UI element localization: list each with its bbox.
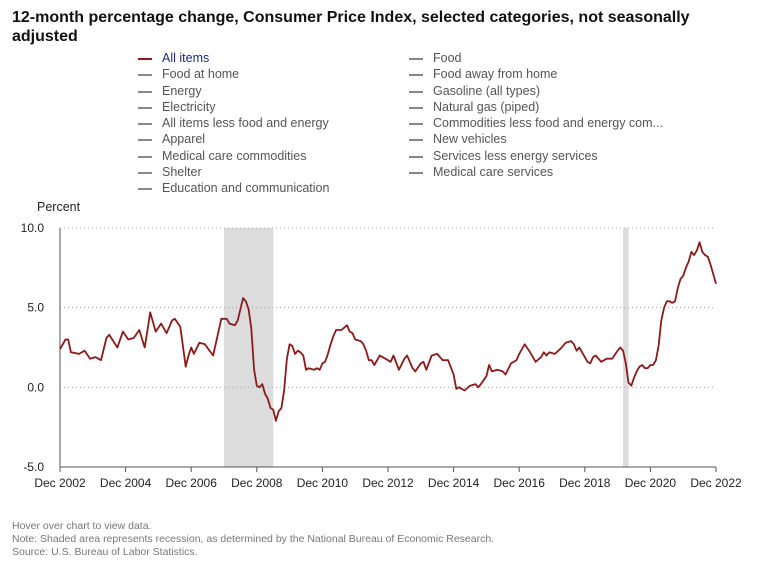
legend-swatch [138, 155, 152, 158]
x-tick-label: Dec 2010 [297, 476, 349, 490]
legend-swatch [138, 139, 152, 142]
x-tick-label: Dec 2008 [231, 476, 283, 490]
legend-swatch [409, 155, 423, 158]
x-tick-label: Dec 2004 [100, 476, 152, 490]
legend-swatch [409, 171, 423, 174]
recession-band [623, 228, 629, 467]
legend-label: All items [162, 51, 210, 65]
legend-label: Food away from home [433, 67, 558, 82]
legend-swatch [409, 123, 423, 125]
x-tick-label: Dec 2020 [625, 476, 677, 490]
legend-label: Food [433, 51, 462, 65]
legend-swatch [138, 74, 152, 77]
legend-label: Shelter [162, 164, 202, 179]
chart-plot[interactable]: 10.0 5.0 0.0 -5.0 Dec 2002 Dec 2004 Dec 2006 De… [0, 0, 760, 510]
x-tick-label: Dec 2018 [559, 476, 611, 490]
x-tick-label: Dec 2002 [34, 476, 86, 490]
series-line-all-items [59, 241, 717, 422]
legend-swatch [138, 123, 152, 125]
x-tick-label: Dec 2016 [494, 476, 546, 490]
recession-shading [224, 228, 629, 467]
footer-hover-hint: Hover over chart to view data. [12, 520, 152, 532]
legend-swatch [409, 90, 423, 93]
legend-swatch [409, 58, 423, 60]
legend-swatch [409, 139, 423, 142]
legend-label: Apparel [162, 132, 206, 147]
legend-label: Natural gas (piped) [433, 99, 540, 114]
legend-swatch [138, 188, 152, 190]
legend-label: Commodities less food and energy com... [433, 116, 663, 130]
x-tick-label: Dec 2022 [690, 476, 742, 490]
y-tick-label: 5.0 [27, 301, 44, 315]
recession-band [224, 228, 274, 467]
legend-label: Medical care commodities [162, 148, 307, 163]
footer-recession-note: Note: Shaded area represents recession, … [12, 533, 495, 545]
x-tick-label: Dec 2006 [166, 476, 218, 490]
legend-swatch [138, 90, 152, 93]
chart-title: 12-month percentage change, Consumer Pri… [12, 9, 690, 45]
grid-lines [60, 227, 716, 388]
legend-label: Electricity [162, 99, 216, 114]
x-tick-label: Dec 2012 [362, 476, 414, 490]
legend-swatch [138, 171, 152, 174]
x-tick-label: Dec 2014 [428, 476, 480, 490]
footer: Hover over chart to view data. Note: Sha… [12, 520, 494, 559]
legend-label: Services less energy services [433, 148, 598, 163]
legend-label: Food at home [162, 67, 240, 82]
y-tick-label: 0.0 [27, 380, 44, 394]
series-lines [59, 241, 717, 422]
footer-source: Source: U.S. Bureau of Labor Statistics. [12, 546, 198, 558]
y-tick-label: -5.0 [23, 460, 44, 474]
legend-swatch [138, 58, 152, 60]
legend-swatch [409, 74, 423, 77]
y-tick-label: 10.0 [21, 221, 45, 235]
legend-label: Gasoline (all types) [433, 83, 540, 98]
axes: 10.0 5.0 0.0 -5.0 Dec 2002 Dec 2004 Dec 2006 De… [21, 221, 742, 490]
legend-label: Education and communication [162, 181, 330, 195]
y-axis-label: Percent [37, 200, 81, 214]
legend-label: All items less food and energy [162, 116, 329, 130]
legend-label: Energy [162, 83, 202, 98]
legend-label: New vehicles [433, 132, 507, 147]
legend-swatch [409, 106, 423, 109]
legend-label: Medical care services [433, 164, 554, 179]
legend-swatch [138, 106, 152, 109]
